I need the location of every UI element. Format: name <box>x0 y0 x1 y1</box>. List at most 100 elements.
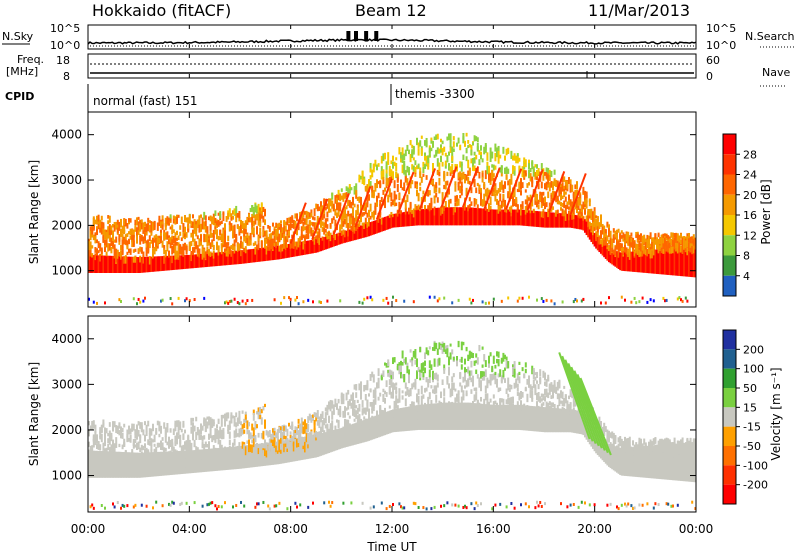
power-echo-cell <box>582 186 585 194</box>
velocity-echo-cell <box>371 415 374 424</box>
velocity-echo-cell <box>222 414 225 419</box>
power-speckle <box>144 296 146 300</box>
power-echo-cell <box>616 240 618 250</box>
power-echo-cell <box>427 205 430 210</box>
velocity-echo-cell <box>192 430 194 435</box>
velocity-echo-cell <box>606 429 609 439</box>
velocity-echo-cell <box>537 414 540 418</box>
power-band-cell <box>203 253 206 268</box>
velocity-echo-cell <box>360 381 362 387</box>
power-echo-cell <box>520 204 522 210</box>
power-echo-cell <box>206 233 209 241</box>
velocity-echo-cell <box>232 415 234 419</box>
power-speckle <box>528 295 530 299</box>
power-echo-cell <box>352 223 354 232</box>
power-echo-cell <box>646 234 649 241</box>
power-echo-cell <box>409 140 412 146</box>
velocity-echo-cell <box>382 410 385 419</box>
power-echo-cell <box>512 202 514 207</box>
power-echo-cell <box>665 240 668 247</box>
power-echo-cell <box>134 219 137 226</box>
power-echo-cell <box>118 235 121 242</box>
power-echo-cell <box>691 236 694 243</box>
velocity-echo-cell <box>280 426 282 434</box>
velocity-echo-cell <box>310 414 313 423</box>
power-echo-cell <box>465 187 468 196</box>
velocity-echo-cell <box>571 418 574 428</box>
velocity-echo-cell <box>547 392 550 399</box>
power-echo-cell <box>540 211 543 218</box>
nsky-peak <box>354 31 358 41</box>
velocity-band-cell <box>531 406 534 432</box>
power-echo-cell <box>456 142 458 147</box>
velocity-band-cell <box>214 448 217 472</box>
power-band-cell <box>300 241 303 256</box>
power-echo-cell <box>182 247 185 256</box>
velocity-echo-cell <box>128 425 130 431</box>
velocity-echo-cell <box>377 419 380 426</box>
power-speckle <box>545 298 548 302</box>
power-streak <box>311 198 329 241</box>
power-band-cell <box>233 250 236 265</box>
power-echo-cell <box>476 204 479 209</box>
power-echo-cell <box>392 213 394 218</box>
power-echo-cell <box>406 165 409 173</box>
power-echo-cell <box>278 245 281 252</box>
power-band-cell <box>566 213 569 228</box>
power-echo-cell <box>492 173 495 178</box>
velocity-echo-cell <box>252 409 255 415</box>
power-echo-cell <box>272 231 274 236</box>
power-echo-cell <box>334 222 337 231</box>
power-band-cell <box>548 212 551 228</box>
velocity-band-cell <box>534 406 537 432</box>
power-echo-cell <box>675 232 678 236</box>
power-speckle <box>361 301 364 305</box>
power-band-cell <box>228 251 231 265</box>
velocity-echo-cell <box>321 411 324 419</box>
power-echo-cell <box>299 211 302 217</box>
velocity-echo-cell <box>411 401 414 410</box>
power-speckle <box>139 300 142 304</box>
velocity-echo-cell <box>524 386 527 392</box>
velocity-echo-cell <box>332 404 335 409</box>
power-band-cell <box>449 207 452 226</box>
power-band-cell <box>227 251 230 266</box>
velocity-echo-cell <box>403 358 406 364</box>
power-echo-cell <box>624 240 626 245</box>
power-echo-cell <box>686 233 689 238</box>
velocity-speckle <box>433 505 436 509</box>
power-echo-cell <box>568 213 570 221</box>
velocity-band-cell <box>342 427 345 448</box>
velocity-band-cell <box>544 407 546 433</box>
power-echo-cell <box>345 205 348 210</box>
power-band-cell <box>208 253 210 267</box>
velocity-echo-cell <box>228 439 231 446</box>
velocity-echo-cell <box>340 392 343 402</box>
power-echo-cell <box>225 250 228 257</box>
velocity-echo-cell <box>558 379 561 389</box>
power-band-cell <box>262 247 265 262</box>
velocity-echo-cell <box>486 393 489 400</box>
power-echo-cell <box>112 240 114 248</box>
velocity-echo-cell <box>299 429 302 437</box>
velocity-echo-cell <box>272 430 274 439</box>
power-echo-cell <box>636 250 639 255</box>
power-echo-cell <box>198 216 201 225</box>
velocity-echo-cell <box>435 394 438 403</box>
power-speckle <box>686 299 689 303</box>
nave-tick-high: 60 <box>706 54 720 67</box>
velocity-band-cell <box>398 408 401 432</box>
power-echo-cell <box>166 241 169 248</box>
velocity-band-cell <box>179 450 182 475</box>
power-echo-cell <box>425 175 428 180</box>
power-echo-cell <box>545 183 548 189</box>
velocity-echo-cell <box>611 431 614 439</box>
power-band-cell <box>481 208 484 226</box>
power-echo-cell <box>267 224 270 229</box>
power-echo-cell <box>563 185 566 189</box>
power-echo-cell <box>206 250 209 255</box>
power-band-cell <box>620 252 623 271</box>
power-echo-cell <box>456 201 458 207</box>
power-band-cell <box>385 216 388 230</box>
velocity-echo-cell <box>88 441 90 448</box>
